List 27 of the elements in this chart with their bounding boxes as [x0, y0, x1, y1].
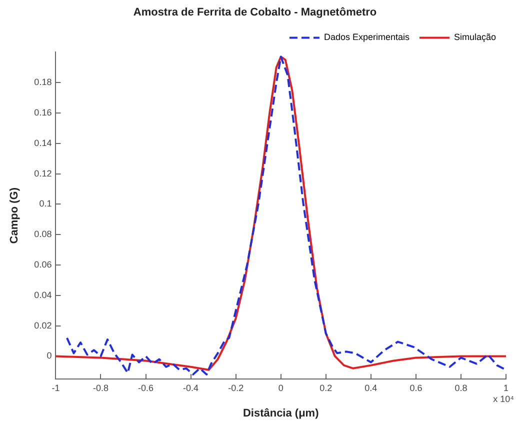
y-tick-label: 0.04 — [34, 290, 52, 300]
x-tick-label: -0.6 — [138, 382, 154, 393]
legend-label: Dados Experimentais — [324, 32, 410, 42]
x-tick-label: 0.6 — [410, 382, 422, 393]
x-tick-label: 0.8 — [454, 382, 468, 393]
text: x 10⁴ — [493, 394, 514, 404]
x-axis-title: Distância (μm) — [242, 407, 320, 420]
chart-title: Amostra de Ferrita de Cobalto - Magnetômetro — [133, 6, 377, 19]
x-tick-label: -0.8 — [92, 382, 109, 393]
y-tick-label: 0 — [46, 350, 52, 361]
y-tick-label: 0.06 — [34, 259, 52, 270]
x-tick-label: -1 — [52, 382, 60, 393]
x-tick-label: -0.4 — [183, 382, 199, 393]
x-tick-label: 1 — [503, 382, 509, 393]
y-tick-label: 0.16 — [34, 107, 52, 118]
legend-label: Simulação — [454, 32, 496, 42]
x-tick-label: -0.2 — [228, 382, 244, 393]
y-tick-label: 0.02 — [34, 320, 52, 330]
y-tick-label: 0.08 — [34, 229, 52, 240]
y-tick-label: 0.12 — [34, 168, 52, 178]
y-axis-title: Campo (G) — [8, 187, 21, 244]
x-tick-label: 0 — [278, 382, 284, 393]
y-tick-label: 0.14 — [34, 138, 52, 148]
y-tick-label: 0.1 — [39, 198, 52, 209]
x-tick-label: 0.2 — [320, 382, 332, 393]
x-tick-label: 0.4 — [364, 382, 378, 393]
y-tick-label: 0.18 — [34, 77, 52, 88]
